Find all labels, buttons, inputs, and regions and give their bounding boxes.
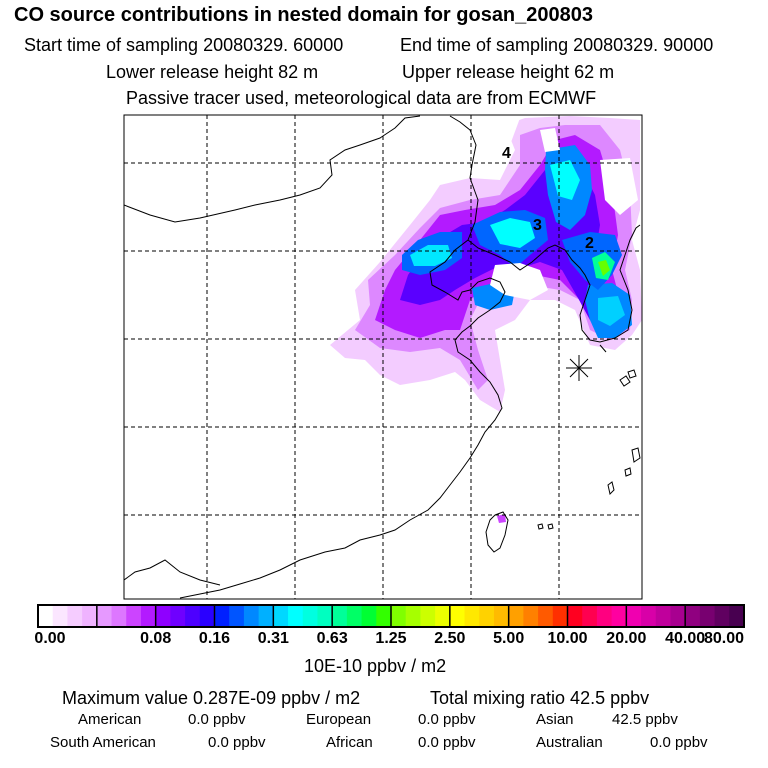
region-american-name: American — [78, 711, 142, 728]
colorbar-border — [37, 604, 745, 628]
colorbar-tick-label: 2.50 — [434, 630, 466, 647]
region-asian-name: Asian — [536, 711, 574, 728]
colorbar-swatch — [596, 605, 613, 627]
colorbar-units: 10E-10 ppbv / m2 — [304, 656, 447, 676]
colorbar-tick-label: 5.00 — [493, 630, 525, 647]
colorbar-swatch — [258, 605, 274, 627]
start-time: Start time of sampling 20080329. 60000 — [24, 35, 344, 55]
end-time: End time of sampling 20080329. 90000 — [400, 35, 714, 55]
colorbar-swatch — [655, 605, 671, 627]
receptor-asterisk-icon — [566, 355, 592, 381]
colorbar-swatch — [332, 605, 348, 627]
colorbar-swatch — [479, 605, 495, 627]
region-australian-value: 0.0 ppbv — [650, 734, 708, 751]
colorbar-swatch — [317, 605, 333, 627]
colorbar-swatch — [126, 605, 142, 627]
colorbar-swatch — [449, 605, 466, 627]
colorbar-swatch — [302, 605, 318, 627]
region-european-value: 0.0 ppbv — [418, 711, 476, 728]
colorbar-swatch — [493, 605, 510, 627]
region-african-value: 0.0 ppbv — [418, 734, 476, 751]
colorbar-swatch — [391, 605, 407, 627]
map-label-2: 2 — [585, 235, 594, 252]
colorbar-swatch — [214, 605, 230, 627]
colorbar-swatch — [185, 605, 201, 627]
colorbar-swatch — [729, 605, 745, 627]
colorbar-tick-label: 80.00 — [703, 630, 745, 647]
colorbar-swatch — [420, 605, 436, 627]
region-african-name: African — [326, 734, 373, 751]
colorbar-swatch — [435, 605, 451, 627]
colorbar-swatch — [111, 605, 127, 627]
colorbar-swatch — [552, 605, 568, 627]
region-american-value: 0.0 ppbv — [188, 711, 246, 728]
plot-title: CO source contributions in nested domain… — [14, 4, 594, 26]
colorbar-swatch — [288, 605, 304, 627]
region-south-american-value: 0.0 ppbv — [208, 734, 266, 751]
region-asian-value: 42.5 ppbv — [612, 711, 678, 728]
colorbar-swatch — [273, 605, 289, 627]
region-south-american-name: South American — [50, 734, 156, 751]
colorbar-tick-label: 10.00 — [547, 630, 588, 647]
colorbar-swatch — [229, 605, 245, 627]
colorbar-swatch — [538, 605, 554, 627]
colorbar-swatch — [38, 605, 54, 627]
colorbar-swatch — [52, 605, 68, 627]
region-european-name: European — [306, 711, 372, 728]
colorbar-swatch — [199, 605, 215, 627]
tracer-note: Passive tracer used, meteorological data… — [126, 88, 597, 108]
colorbar-swatch — [611, 605, 627, 627]
map-frame — [123, 114, 643, 600]
colorbar-swatch — [714, 605, 730, 627]
lower-release-height: Lower release height 82 m — [106, 62, 319, 82]
region-australian-name: Australian — [536, 734, 603, 751]
colorbar-swatch — [508, 605, 524, 627]
colorbar-tick-label: 0.08 — [140, 630, 172, 647]
map-label-3: 3 — [533, 217, 542, 234]
upper-release-height: Upper release height 62 m — [402, 62, 615, 82]
colorbar-swatch — [96, 605, 113, 627]
colorbar — [37, 604, 745, 628]
colorbar-swatch — [582, 605, 598, 627]
colorbar-swatch — [155, 605, 171, 627]
colorbar-swatch — [523, 605, 539, 627]
colorbar-swatch — [699, 605, 716, 627]
colorbar-tick-label: 0.00 — [34, 630, 66, 647]
colorbar-swatch — [670, 605, 686, 627]
total-mixing-ratio: Total mixing ratio 42.5 ppbv — [430, 688, 650, 708]
colorbar-swatch — [243, 605, 260, 627]
concentration-field — [330, 116, 642, 523]
colorbar-swatch — [361, 605, 377, 627]
lat-lon-grid — [124, 115, 642, 599]
coastlines — [124, 115, 641, 599]
colorbar-swatch — [464, 605, 480, 627]
colorbar-swatch — [82, 605, 98, 627]
colorbar-swatch — [346, 605, 363, 627]
maximum-value: Maximum value 0.287E-09 ppbv / m2 — [62, 688, 361, 708]
colorbar-swatch — [567, 605, 583, 627]
source-contribution-map: 4 3 2 — [37, 114, 745, 628]
colorbar-swatch — [685, 605, 701, 627]
colorbar-swatch — [626, 605, 642, 627]
colorbar-tick-label: 0.16 — [198, 630, 231, 647]
colorbar-tick-label: 0.63 — [316, 630, 348, 647]
colorbar-swatch — [170, 605, 186, 627]
colorbar-tick-label: 0.31 — [257, 630, 289, 647]
colorbar-swatch — [405, 605, 421, 627]
colorbar-swatch — [67, 605, 83, 627]
colorbar-tick-label: 40.00 — [665, 630, 706, 647]
colorbar-swatch — [376, 605, 392, 627]
colorbar-tick-label: 1.25 — [375, 630, 407, 647]
colorbar-swatch — [641, 605, 657, 627]
map-label-4: 4 — [502, 145, 511, 162]
colorbar-tick-label: 20.00 — [606, 630, 647, 647]
colorbar-swatch — [140, 605, 157, 627]
